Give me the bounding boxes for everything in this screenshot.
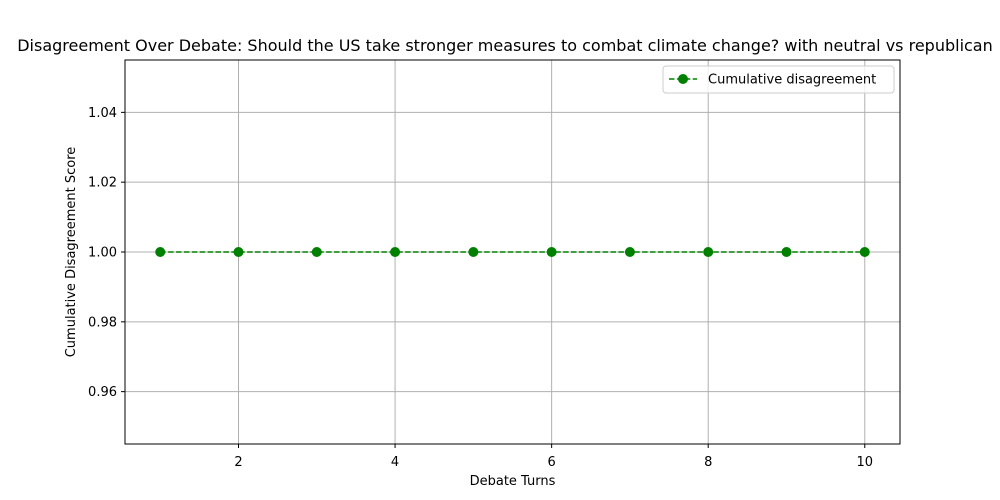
x-tick-label: 8: [704, 455, 712, 470]
data-point: [781, 247, 792, 257]
y-tick-label: 1.04: [88, 106, 117, 121]
chart-title: Disagreement Over Debate: Should the US …: [17, 36, 993, 55]
y-tick-label: 0.96: [88, 385, 117, 400]
series-layer: [155, 247, 870, 257]
x-tick-label: 2: [234, 455, 242, 470]
data-point: [624, 247, 635, 257]
legend-marker: [678, 74, 688, 84]
data-point: [859, 247, 870, 257]
y-axis-label: Cumulative Disagreement Score: [64, 147, 79, 358]
data-point: [155, 247, 166, 257]
x-axis: 2 4 6 8 10: [234, 444, 873, 470]
y-axis: 0.96 0.98 1.00 1.02 1.04: [88, 106, 125, 400]
data-point: [703, 247, 714, 257]
legend-box: [662, 65, 895, 94]
x-axis-label: Debate Turns: [470, 474, 556, 489]
data-point: [468, 247, 479, 257]
data-point: [311, 247, 322, 257]
x-tick-label: 6: [548, 455, 556, 470]
data-point: [390, 247, 401, 257]
data-point: [546, 247, 557, 257]
legend: Cumulative disagreement: [662, 65, 895, 94]
legend-label: Cumulative disagreement: [708, 73, 876, 88]
y-tick-label: 1.02: [88, 176, 117, 191]
y-tick-label: 1.00: [88, 246, 117, 261]
data-point: [233, 247, 244, 257]
x-tick-label: 4: [391, 455, 399, 470]
y-tick-label: 0.98: [88, 315, 117, 330]
x-tick-label: 10: [856, 455, 873, 470]
